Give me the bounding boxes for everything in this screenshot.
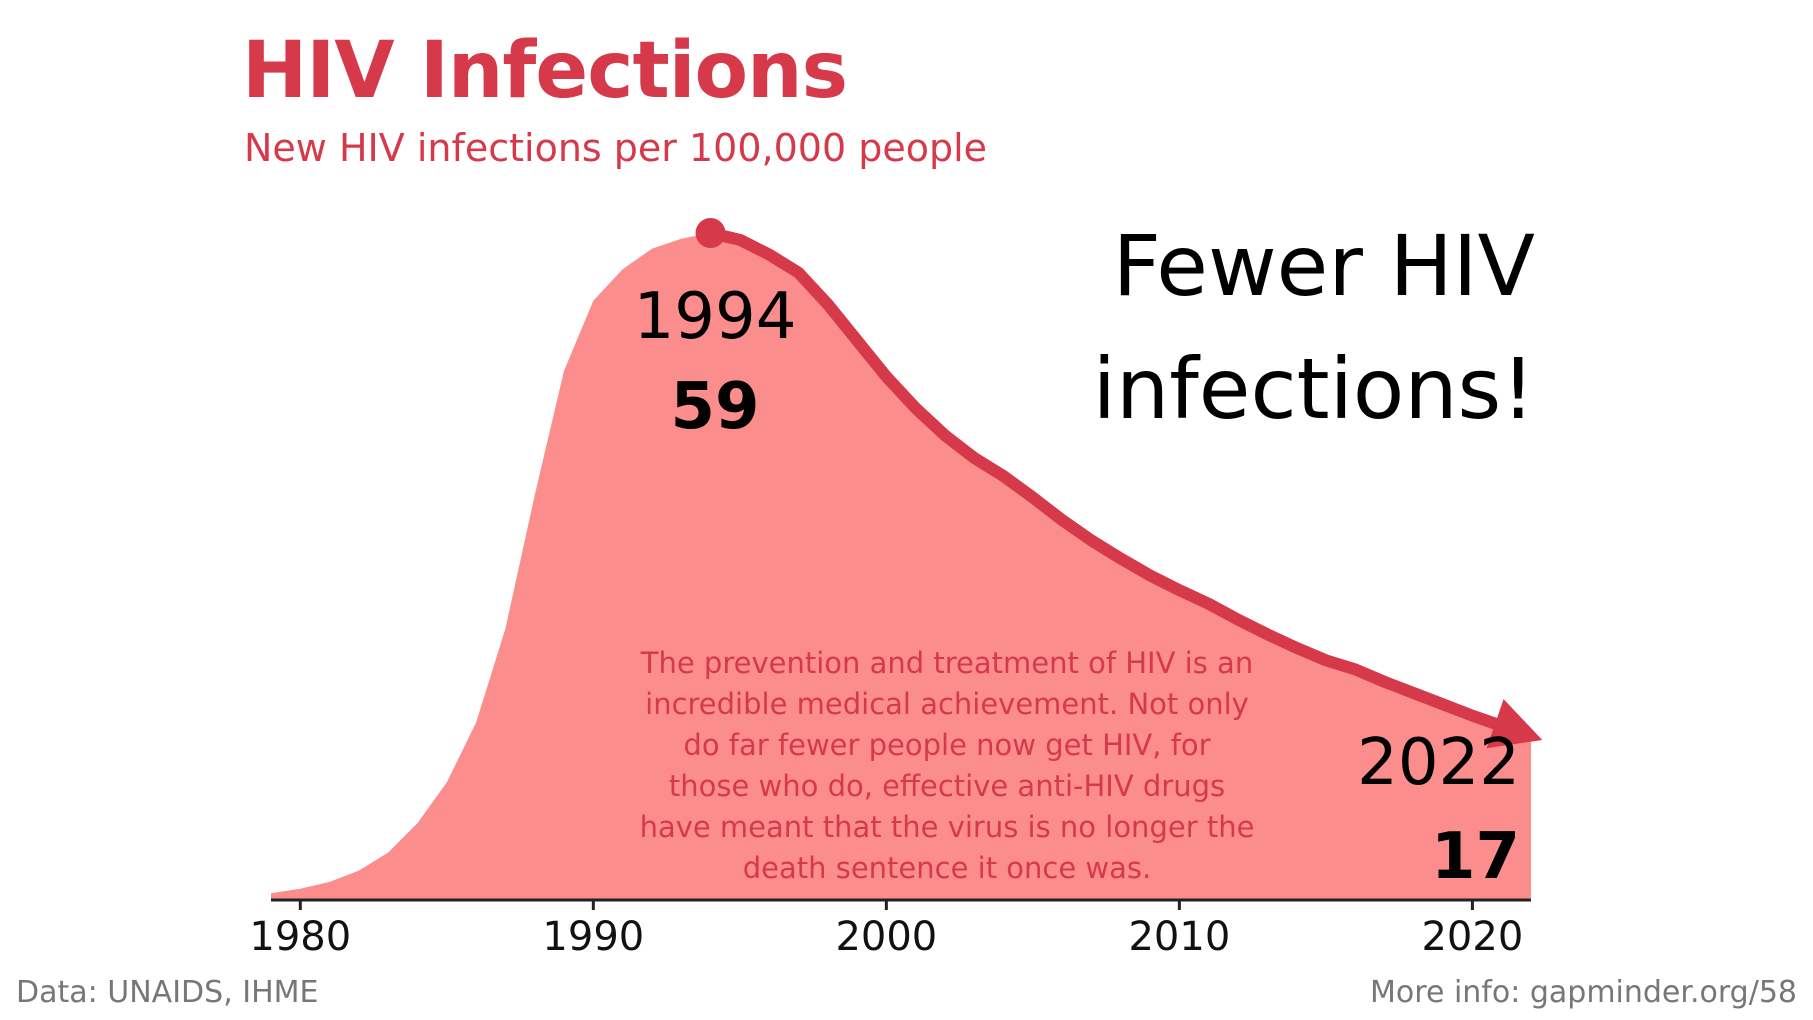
latest-value-label: 17 bbox=[1431, 820, 1520, 894]
series-area bbox=[271, 233, 1531, 900]
note-line: death sentence it once was. bbox=[743, 851, 1152, 885]
arrow-head bbox=[1486, 699, 1543, 749]
trend-line bbox=[709, 227, 1508, 732]
note-line: incredible medical achievement. Not only bbox=[645, 687, 1249, 721]
note-line: The prevention and treatment of HIV is a… bbox=[640, 646, 1253, 680]
x-tick-label: 2000 bbox=[835, 914, 937, 960]
note-line: have meant that the virus is no longer t… bbox=[640, 810, 1255, 844]
peak-year-label: 1994 bbox=[634, 280, 797, 354]
peak-marker bbox=[695, 218, 726, 248]
headline-line-1: Fewer HIV bbox=[1113, 217, 1535, 315]
x-tick-label: 1990 bbox=[542, 914, 644, 960]
headline-line-2: infections! bbox=[1093, 340, 1535, 438]
latest-year-label: 2022 bbox=[1357, 726, 1520, 800]
more-info-link[interactable]: More info: gapminder.org/58 bbox=[1370, 975, 1797, 1010]
note-line: do far fewer people now get HIV, for bbox=[683, 728, 1210, 762]
chart-subtitle: New HIV infections per 100,000 people bbox=[244, 126, 988, 170]
annotation-note: The prevention and treatment of HIV is a… bbox=[640, 646, 1255, 885]
note-line: those who do, effective anti-HIV drugs bbox=[669, 769, 1225, 803]
x-tick-label: 2010 bbox=[1128, 914, 1230, 960]
source-note: Data: UNAIDS, IHME bbox=[16, 975, 319, 1010]
x-axis-ticks: 1980 1990 2000 2010 2020 bbox=[249, 900, 1523, 960]
peak-value-label: 59 bbox=[670, 370, 759, 444]
chart-title: HIV Infections bbox=[242, 26, 848, 116]
x-tick-label: 2020 bbox=[1421, 914, 1523, 960]
x-tick-label: 1980 bbox=[249, 914, 351, 960]
